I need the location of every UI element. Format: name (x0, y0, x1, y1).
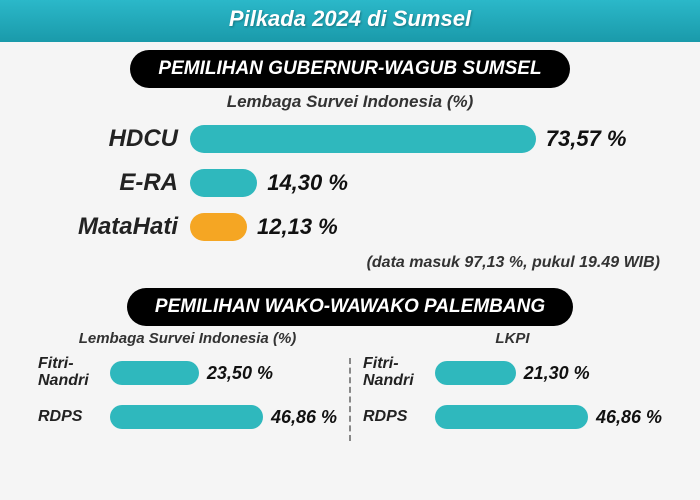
bar-value: 46,86 % (271, 407, 337, 428)
bar (435, 405, 588, 429)
bar-value: 21,30 % (524, 363, 590, 384)
section2-heading-row: PEMILIHAN WAKO-WAWAKO PALEMBANG (0, 288, 700, 326)
section2-left-col: Lembaga Survei Indonesia (%) Fitri-Nandr… (30, 330, 345, 441)
section2-left-chart: Fitri-Nandri 23,50 % RDPS 46,86 % (38, 353, 337, 437)
chart-row: RDPS 46,86 % (38, 397, 337, 437)
bar-track: 23,50 % (110, 361, 337, 385)
section2-right-chart: Fitri-Nandri 21,30 % RDPS 46,86 % (363, 353, 662, 437)
bar-value: 14,30 % (267, 170, 348, 196)
section1-subtitle: Lembaga Survei Indonesia (%) (0, 92, 700, 112)
chart-row: HDCU 73,57 % (60, 122, 660, 156)
bar-track: 14,30 % (190, 169, 660, 197)
chart-row: Fitri-Nandri 23,50 % (38, 353, 337, 393)
bar-track: 46,86 % (435, 405, 662, 429)
bar (190, 125, 536, 153)
row-label: RDPS (363, 409, 435, 426)
row-label: MataHati (60, 213, 190, 241)
row-label: Fitri-Nandri (363, 356, 435, 390)
section2-pill: PEMILIHAN WAKO-WAWAKO PALEMBANG (127, 288, 573, 326)
row-label: Fitri-Nandri (38, 356, 110, 390)
bar-value: 23,50 % (207, 363, 273, 384)
section2-dual: Lembaga Survei Indonesia (%) Fitri-Nandr… (0, 330, 700, 441)
bar-value: 12,13 % (257, 214, 338, 240)
bar-value: 46,86 % (596, 407, 662, 428)
bar (110, 361, 199, 385)
row-label: HDCU (60, 125, 190, 153)
bar (190, 169, 257, 197)
section2-left-subtitle: Lembaga Survei Indonesia (%) (38, 330, 337, 347)
top-banner: Pilkada 2024 di Sumsel (0, 0, 700, 42)
bar (110, 405, 263, 429)
section1-footnote: (data masuk 97,13 %, pukul 19.49 WIB) (0, 254, 700, 280)
section1-pill: PEMILIHAN GUBERNUR-WAGUB SUMSEL (130, 50, 569, 88)
bar-track: 73,57 % (190, 125, 660, 153)
section1-chart: HDCU 73,57 % E-RA 14,30 % MataHati 12,13 % (0, 122, 700, 244)
section2-right-col: LKPI Fitri-Nandri 21,30 % RDPS 46,86 % (355, 330, 670, 441)
bar (190, 213, 247, 241)
section1-heading-row: PEMILIHAN GUBERNUR-WAGUB SUMSEL (0, 50, 700, 88)
bar-track: 46,86 % (110, 405, 337, 429)
bar-track: 12,13 % (190, 213, 660, 241)
bar-track: 21,30 % (435, 361, 662, 385)
bar-value: 73,57 % (546, 126, 627, 152)
dual-divider (349, 358, 351, 441)
chart-row: MataHati 12,13 % (60, 210, 660, 244)
chart-row: RDPS 46,86 % (363, 397, 662, 437)
chart-row: E-RA 14,30 % (60, 166, 660, 200)
bar (435, 361, 516, 385)
chart-row: Fitri-Nandri 21,30 % (363, 353, 662, 393)
section2-right-subtitle: LKPI (363, 330, 662, 347)
row-label: RDPS (38, 409, 110, 426)
row-label: E-RA (60, 169, 190, 197)
